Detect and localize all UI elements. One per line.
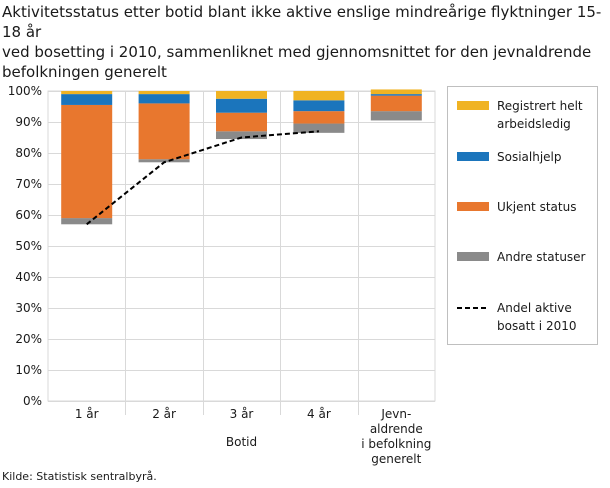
legend-swatch [457, 101, 489, 110]
bar-segment [293, 91, 345, 101]
bar-segment [61, 91, 113, 95]
bar-segment [216, 98, 267, 113]
x-category-label: 4 år [307, 407, 331, 421]
legend-label: Registrert helt arbeidsledig [497, 99, 583, 131]
bar-segment [293, 100, 345, 112]
bar-segment [138, 159, 190, 163]
y-tick-label: 20% [15, 332, 42, 346]
bar-segment [370, 89, 422, 95]
legend-label: Sosialhjelp [497, 150, 562, 164]
legend-swatch [457, 202, 489, 211]
bar-segment [138, 91, 190, 95]
chart-title: Aktivitetsstatus etter botid blant ikke … [2, 2, 606, 82]
x-axis-title: Botid [226, 435, 257, 449]
x-axis: 1 år 2 år 3 år 4 år Jevn-aldrende i befolknin… [75, 407, 432, 466]
source-note: Kilde: Statistisk sentralbyrå. [2, 470, 157, 483]
legend-label: Andel aktive bosatt i 2010 [497, 301, 576, 333]
active-share-line [86, 130, 319, 226]
y-tick-label: 30% [15, 301, 42, 315]
chart-title-line-2: ved bosetting i 2010, sammenliknet med g… [2, 43, 592, 61]
bar-segment [216, 112, 267, 132]
bar-segment [61, 94, 113, 105]
bar-segment [216, 131, 267, 140]
bar-segment [138, 94, 190, 104]
y-tick-label: 60% [15, 208, 42, 222]
active-share-line-path [86, 130, 319, 226]
legend-label: Ukjent status [497, 200, 576, 214]
x-category-label: 3 år [230, 407, 254, 421]
x-category-label: 2 år [152, 407, 176, 421]
y-tick-label: 100% [8, 84, 42, 98]
y-tick-label: 90% [15, 115, 42, 129]
y-tick-label: 80% [15, 146, 42, 160]
legend-label: Andre statuser [497, 250, 586, 264]
bar-segment [61, 104, 113, 219]
bar-segment [61, 218, 113, 225]
y-tick-label: 10% [15, 363, 42, 377]
x-category-label: Jevn-aldrende i befolkning generelt [361, 407, 431, 466]
chart-title-line-3: befolkningen generelt [2, 63, 167, 81]
legend-box [447, 86, 598, 345]
bar-segment [370, 111, 422, 121]
bar-segment [370, 95, 422, 112]
bar-segment [138, 103, 190, 160]
y-tick-label: 70% [15, 177, 42, 191]
legend-swatch [457, 252, 489, 261]
y-axis-ticks: 0% 10% 20% 30% 40% 50% 60% 70% 80% 90% 100% [8, 84, 42, 408]
y-tick-label: 40% [15, 270, 42, 284]
bar-segment [216, 91, 267, 99]
bars [61, 89, 422, 225]
chart-title-line-1: Aktivitetsstatus etter botid blant ikke … [2, 3, 602, 41]
bar-segment [293, 111, 345, 124]
y-tick-label: 0% [23, 394, 42, 408]
x-category-label: 1 år [75, 407, 99, 421]
bar-segment [293, 123, 345, 133]
legend: Registrert helt arbeidsledig Sosialhjelp Uk… [447, 86, 598, 345]
y-tick-label: 50% [15, 239, 42, 253]
legend-swatch [457, 152, 489, 161]
bar-segment [370, 94, 422, 96]
